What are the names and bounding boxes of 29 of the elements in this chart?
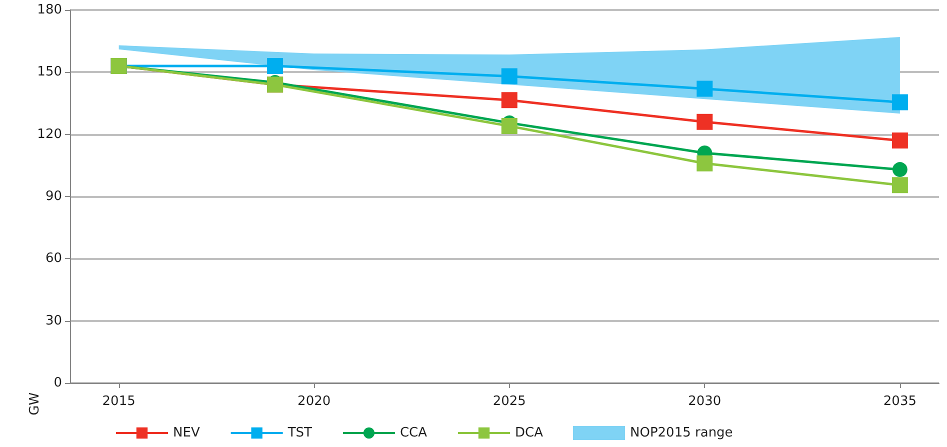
legend-label: CCA (400, 426, 428, 440)
legend-label: NOP2015 range (630, 426, 733, 440)
y-tick-label: 90 (45, 189, 62, 204)
point (892, 162, 908, 178)
y-tick-label: 150 (37, 64, 62, 80)
point (892, 177, 908, 194)
y-tick-label: 0 (54, 376, 62, 390)
legend-label: DCA (515, 426, 544, 440)
point (892, 132, 908, 149)
point (696, 80, 713, 97)
point (267, 58, 284, 74)
point (696, 114, 713, 130)
y-tick-label: 120 (37, 126, 62, 142)
point (696, 155, 713, 172)
point (501, 92, 518, 108)
point (501, 118, 518, 134)
x-tick-label: 2015 (102, 394, 136, 409)
y-tick-label: 60 (45, 251, 62, 266)
y-tick-label: 180 (37, 2, 62, 18)
y-axis-title: GW (28, 392, 42, 416)
legend-label: NEV (173, 426, 200, 440)
point (892, 94, 908, 110)
x-tick-label: 2035 (883, 394, 916, 409)
point (501, 68, 518, 84)
legend-label: TST (286, 426, 312, 440)
x-tick-label: 2030 (688, 394, 722, 409)
x-tick-label: 2025 (492, 394, 526, 409)
y-tick-label: 30 (45, 313, 62, 328)
x-tick-label: 2020 (298, 394, 331, 409)
